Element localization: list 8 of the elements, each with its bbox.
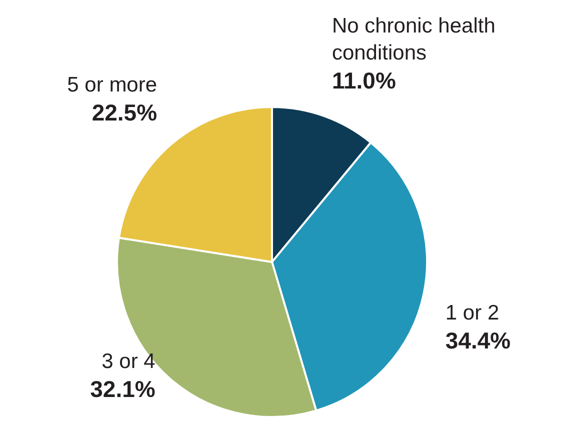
slice-label: 1 or 2 (445, 301, 500, 324)
data-label: 32.1% (90, 376, 156, 402)
slice-label: 5 or more (67, 73, 158, 96)
slice-label: 3 or 4 (102, 350, 156, 373)
data-label: 11.0% (332, 67, 396, 94)
data-label: 34.4% (445, 327, 511, 354)
slice-label: No chronic health conditions (332, 14, 496, 64)
data-label: 22.5% (92, 99, 158, 126)
